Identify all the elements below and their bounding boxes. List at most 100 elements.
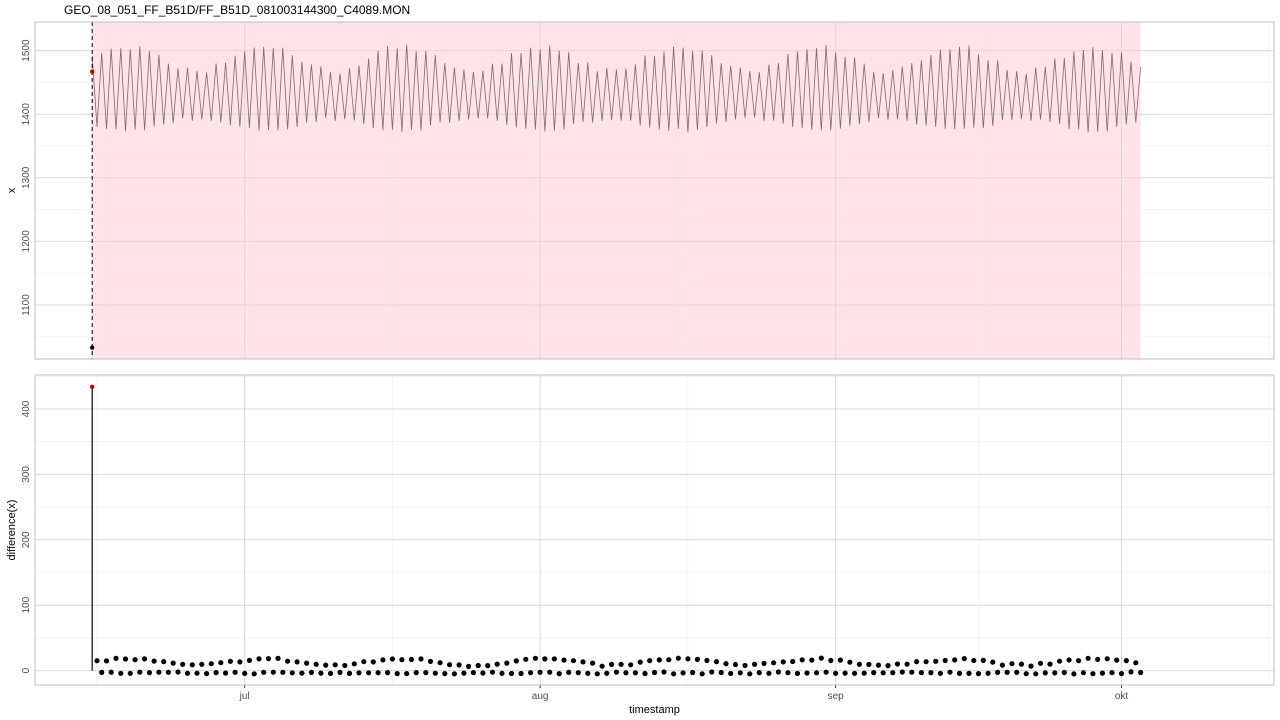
difference-point [199, 661, 205, 667]
difference-point [952, 657, 958, 663]
difference-point [151, 658, 157, 664]
difference-point [699, 671, 705, 677]
difference-point [318, 670, 324, 676]
top-panel-border [34, 21, 1275, 360]
difference-point [709, 669, 715, 675]
difference-point [261, 669, 267, 675]
difference-point [518, 670, 524, 677]
difference-point [485, 663, 491, 669]
difference-point [232, 669, 238, 675]
difference-point [628, 662, 634, 668]
difference-point [204, 671, 210, 677]
difference-point [604, 670, 610, 676]
difference-point [632, 670, 639, 676]
difference-point [685, 656, 691, 662]
difference-point [246, 657, 252, 664]
difference-point [1028, 663, 1034, 669]
difference-point [742, 662, 748, 669]
difference-point [375, 670, 381, 676]
difference-point [94, 658, 100, 664]
difference-point [690, 669, 696, 676]
difference-point [871, 670, 877, 676]
bottom-panel: 0 100 200 300 400 jul aug sep okt difference(x) ti… [6, 374, 1275, 716]
difference-point [146, 670, 152, 676]
difference-point [1118, 671, 1125, 677]
difference-point [599, 663, 605, 669]
difference-point [775, 669, 782, 675]
difference-point [361, 659, 367, 665]
difference-point [356, 670, 362, 676]
difference-point [437, 660, 443, 666]
difference-point [223, 670, 229, 676]
difference-point [618, 661, 624, 668]
difference-point [451, 671, 457, 677]
difference-point [918, 670, 925, 676]
difference-point [547, 669, 553, 675]
difference-point [508, 670, 515, 677]
difference-point [642, 670, 648, 677]
y-tick-label: 1100 [21, 294, 32, 316]
difference-point [380, 657, 386, 663]
difference-point [704, 657, 710, 664]
difference-point [833, 670, 839, 676]
difference-point [752, 661, 758, 667]
difference-point [180, 661, 186, 667]
difference-point [885, 663, 891, 669]
difference-point [461, 670, 467, 676]
difference-point [1004, 669, 1010, 675]
difference-point [947, 669, 953, 675]
difference-point [308, 669, 314, 676]
difference-point [680, 670, 686, 676]
first-point [89, 345, 95, 350]
difference-point [208, 661, 214, 667]
y-tick-label: 400 [21, 400, 32, 417]
difference-point [651, 669, 658, 676]
difference-point [613, 669, 620, 675]
difference-point [127, 670, 133, 676]
difference-point [1009, 661, 1015, 667]
difference-point [1014, 669, 1020, 676]
difference-point [561, 657, 567, 663]
difference-point [132, 657, 138, 663]
difference-point [737, 670, 743, 676]
difference-point [1080, 670, 1086, 676]
difference-point [103, 658, 110, 664]
difference-point [556, 671, 562, 677]
difference-point [528, 670, 534, 676]
difference-point [1090, 671, 1096, 677]
difference-point [551, 656, 558, 662]
difference-point [1037, 660, 1044, 666]
difference-point [237, 659, 243, 665]
difference-point [213, 670, 219, 676]
difference-point [227, 658, 233, 664]
difference-point [790, 658, 796, 665]
difference-point [656, 657, 662, 663]
difference-point [299, 670, 305, 676]
difference-point [1057, 658, 1063, 664]
difference-point [961, 656, 967, 662]
difference-point [813, 670, 820, 676]
bottom-panel-background [35, 375, 1274, 685]
difference-point [794, 670, 801, 677]
difference-point [637, 659, 643, 665]
difference-point [1104, 656, 1110, 662]
difference-points [94, 655, 1144, 677]
difference-point [909, 669, 915, 675]
series-line [91, 44, 1141, 133]
difference-point [280, 669, 286, 675]
difference-point [304, 660, 310, 666]
difference-point [423, 670, 429, 676]
difference-point [856, 661, 863, 667]
difference-point [585, 670, 591, 676]
difference-point [1109, 670, 1115, 676]
difference-point [327, 670, 334, 677]
difference-point [432, 670, 438, 676]
x-tick-label: okt [1115, 691, 1129, 702]
difference-point [594, 671, 600, 677]
difference-point [914, 659, 920, 665]
y-tick-label: 300 [21, 466, 32, 483]
top-panel: 1100 1200 1300 1400 1500 x [6, 21, 1275, 360]
difference-point [456, 662, 462, 668]
difference-point [447, 662, 453, 668]
